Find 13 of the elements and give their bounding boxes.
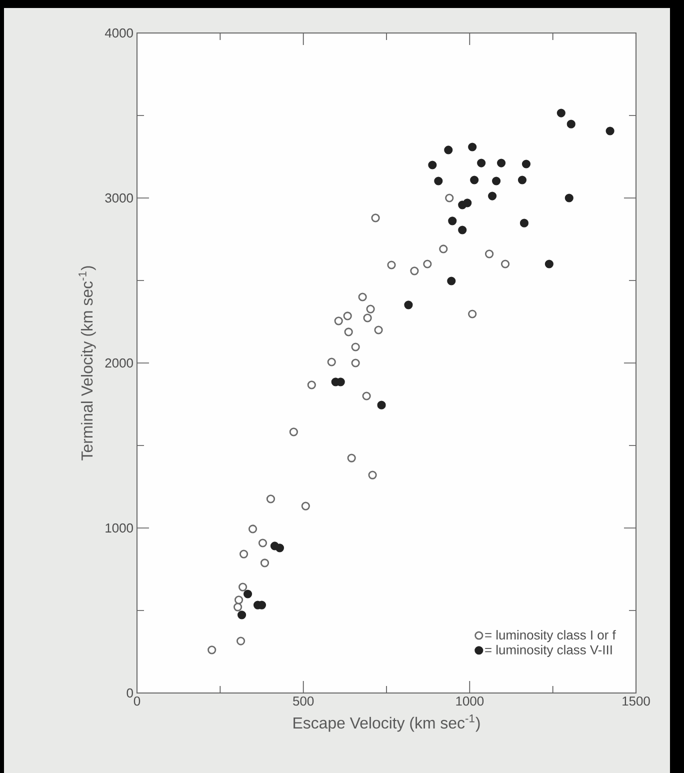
- y-tick-label: 1000: [106, 523, 133, 533]
- x-axis-title: Escape Velocity (km sec$^{-1}$): [294, 714, 480, 732]
- y-axis-title: Terminal Velocity (km sec$^{-1}$): [78, 266, 96, 460]
- legend-label: = luminosity class I or f: [485, 630, 616, 642]
- x-tick-label: 1000: [456, 696, 484, 706]
- x-tick-label: 1500: [622, 696, 650, 706]
- x-tick-label: 500: [293, 696, 314, 706]
- legend-label: = luminosity class V-III: [485, 644, 612, 657]
- y-tick-label: 0: [126, 688, 133, 698]
- y-tick-label: 3000: [105, 193, 133, 203]
- y-tick-label: 2000: [105, 358, 133, 368]
- x-tick-label: 0: [134, 696, 140, 706]
- y-tick-label: 4000: [104, 28, 133, 38]
